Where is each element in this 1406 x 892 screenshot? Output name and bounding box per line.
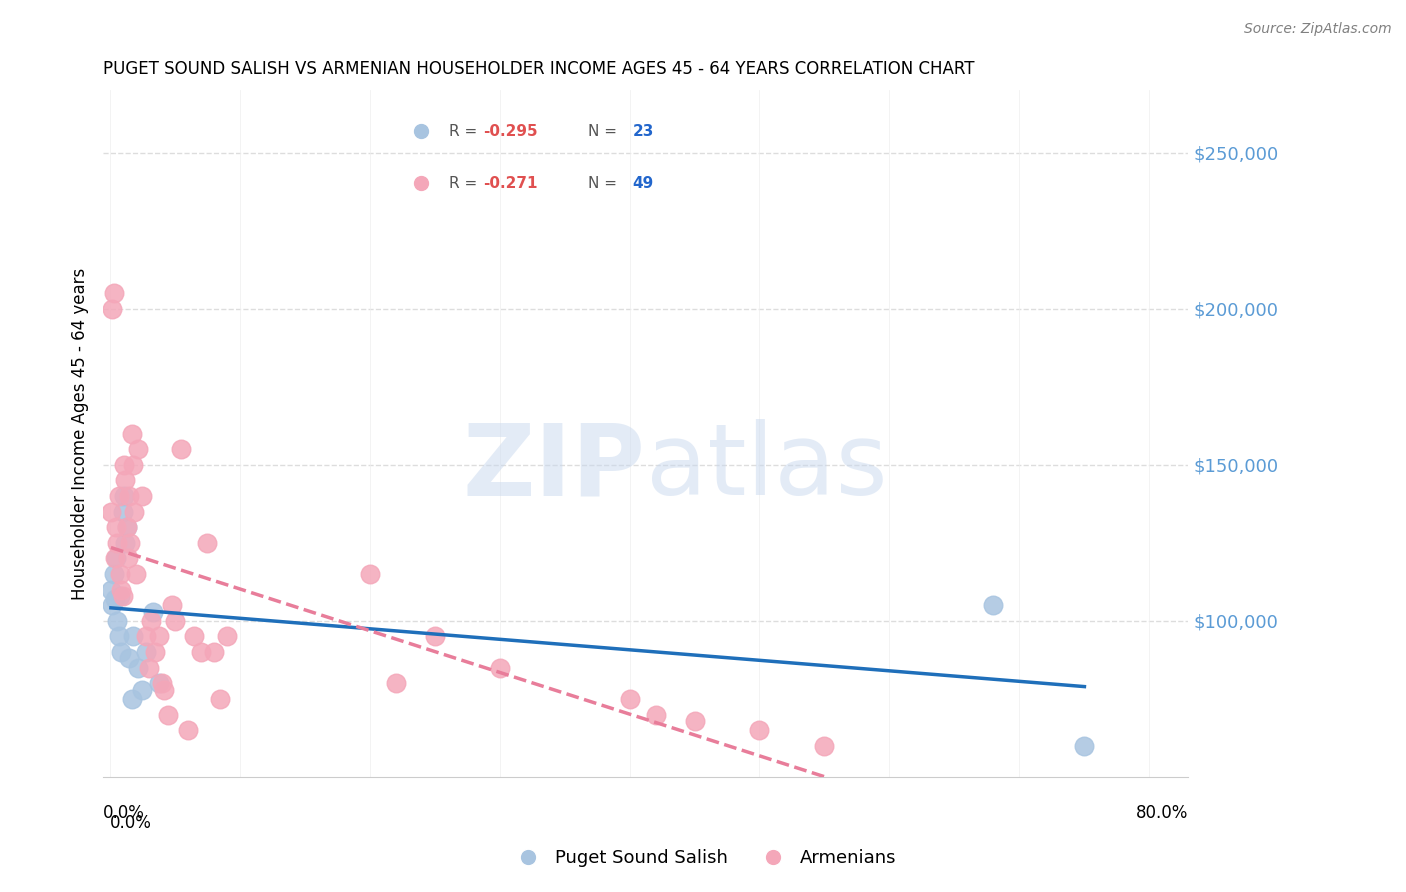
Point <box>112 489 135 503</box>
Point <box>183 630 205 644</box>
Point <box>115 520 138 534</box>
Point <box>111 589 134 603</box>
Point <box>138 661 160 675</box>
Point <box>122 458 145 472</box>
Point <box>983 599 1005 613</box>
Point <box>131 682 153 697</box>
Point <box>683 714 706 728</box>
Point <box>107 536 129 550</box>
Text: PUGET SOUND SALISH VS ARMENIAN HOUSEHOLDER INCOME AGES 45 - 64 YEARS CORRELATION: PUGET SOUND SALISH VS ARMENIAN HOUSEHOLD… <box>103 60 974 78</box>
Legend: Puget Sound Salish, Armenians: Puget Sound Salish, Armenians <box>502 842 904 874</box>
Point <box>110 582 132 597</box>
Point <box>1073 739 1095 753</box>
Point <box>108 589 131 603</box>
Point <box>148 630 170 644</box>
Point <box>644 707 666 722</box>
Point <box>488 661 510 675</box>
Point <box>108 567 131 582</box>
Point <box>813 739 835 753</box>
Point <box>121 692 143 706</box>
Point <box>112 458 135 472</box>
Text: atlas: atlas <box>645 419 887 516</box>
Text: ZIP: ZIP <box>463 419 645 516</box>
Point <box>103 567 125 582</box>
Point <box>423 630 446 644</box>
Point <box>150 676 173 690</box>
Point <box>619 692 641 706</box>
Point <box>114 536 136 550</box>
Point <box>215 630 238 644</box>
Point <box>748 723 770 738</box>
Point <box>131 489 153 503</box>
Point <box>120 536 142 550</box>
Point <box>114 474 136 488</box>
Point <box>157 707 180 722</box>
Point <box>115 520 138 534</box>
Point <box>127 442 149 457</box>
Point <box>103 286 125 301</box>
Point <box>141 605 163 619</box>
Point <box>127 661 149 675</box>
Text: 0.0%: 0.0% <box>110 814 152 832</box>
Point <box>170 442 193 457</box>
Text: 80.0%: 80.0% <box>1136 805 1188 822</box>
Point <box>190 645 212 659</box>
Point <box>176 723 198 738</box>
Point <box>124 567 146 582</box>
Point <box>105 520 128 534</box>
Point <box>384 676 406 690</box>
Point <box>163 614 186 628</box>
Point <box>143 645 166 659</box>
Point <box>118 489 141 503</box>
Point <box>202 645 225 659</box>
Point <box>110 645 132 659</box>
Point <box>141 614 163 628</box>
Point <box>107 614 129 628</box>
Point <box>104 592 127 607</box>
Point <box>104 551 127 566</box>
Point <box>117 551 139 566</box>
Point <box>160 599 183 613</box>
Point <box>135 645 157 659</box>
Point <box>107 630 129 644</box>
Point <box>100 505 122 519</box>
Point <box>209 692 232 706</box>
Text: Source: ZipAtlas.com: Source: ZipAtlas.com <box>1244 22 1392 37</box>
Point <box>107 489 129 503</box>
Point <box>121 426 143 441</box>
Point <box>135 630 157 644</box>
Point <box>101 599 124 613</box>
Point <box>111 505 134 519</box>
Point <box>153 682 176 697</box>
Point <box>105 551 128 566</box>
Point <box>122 630 145 644</box>
Point <box>101 301 124 316</box>
Point <box>148 676 170 690</box>
Y-axis label: Householder Income Ages 45 - 64 years: Householder Income Ages 45 - 64 years <box>72 268 89 599</box>
Text: 0.0%: 0.0% <box>103 805 145 822</box>
Point <box>195 536 218 550</box>
Point <box>359 567 381 582</box>
Point <box>118 651 141 665</box>
Point <box>124 505 146 519</box>
Point <box>100 582 122 597</box>
